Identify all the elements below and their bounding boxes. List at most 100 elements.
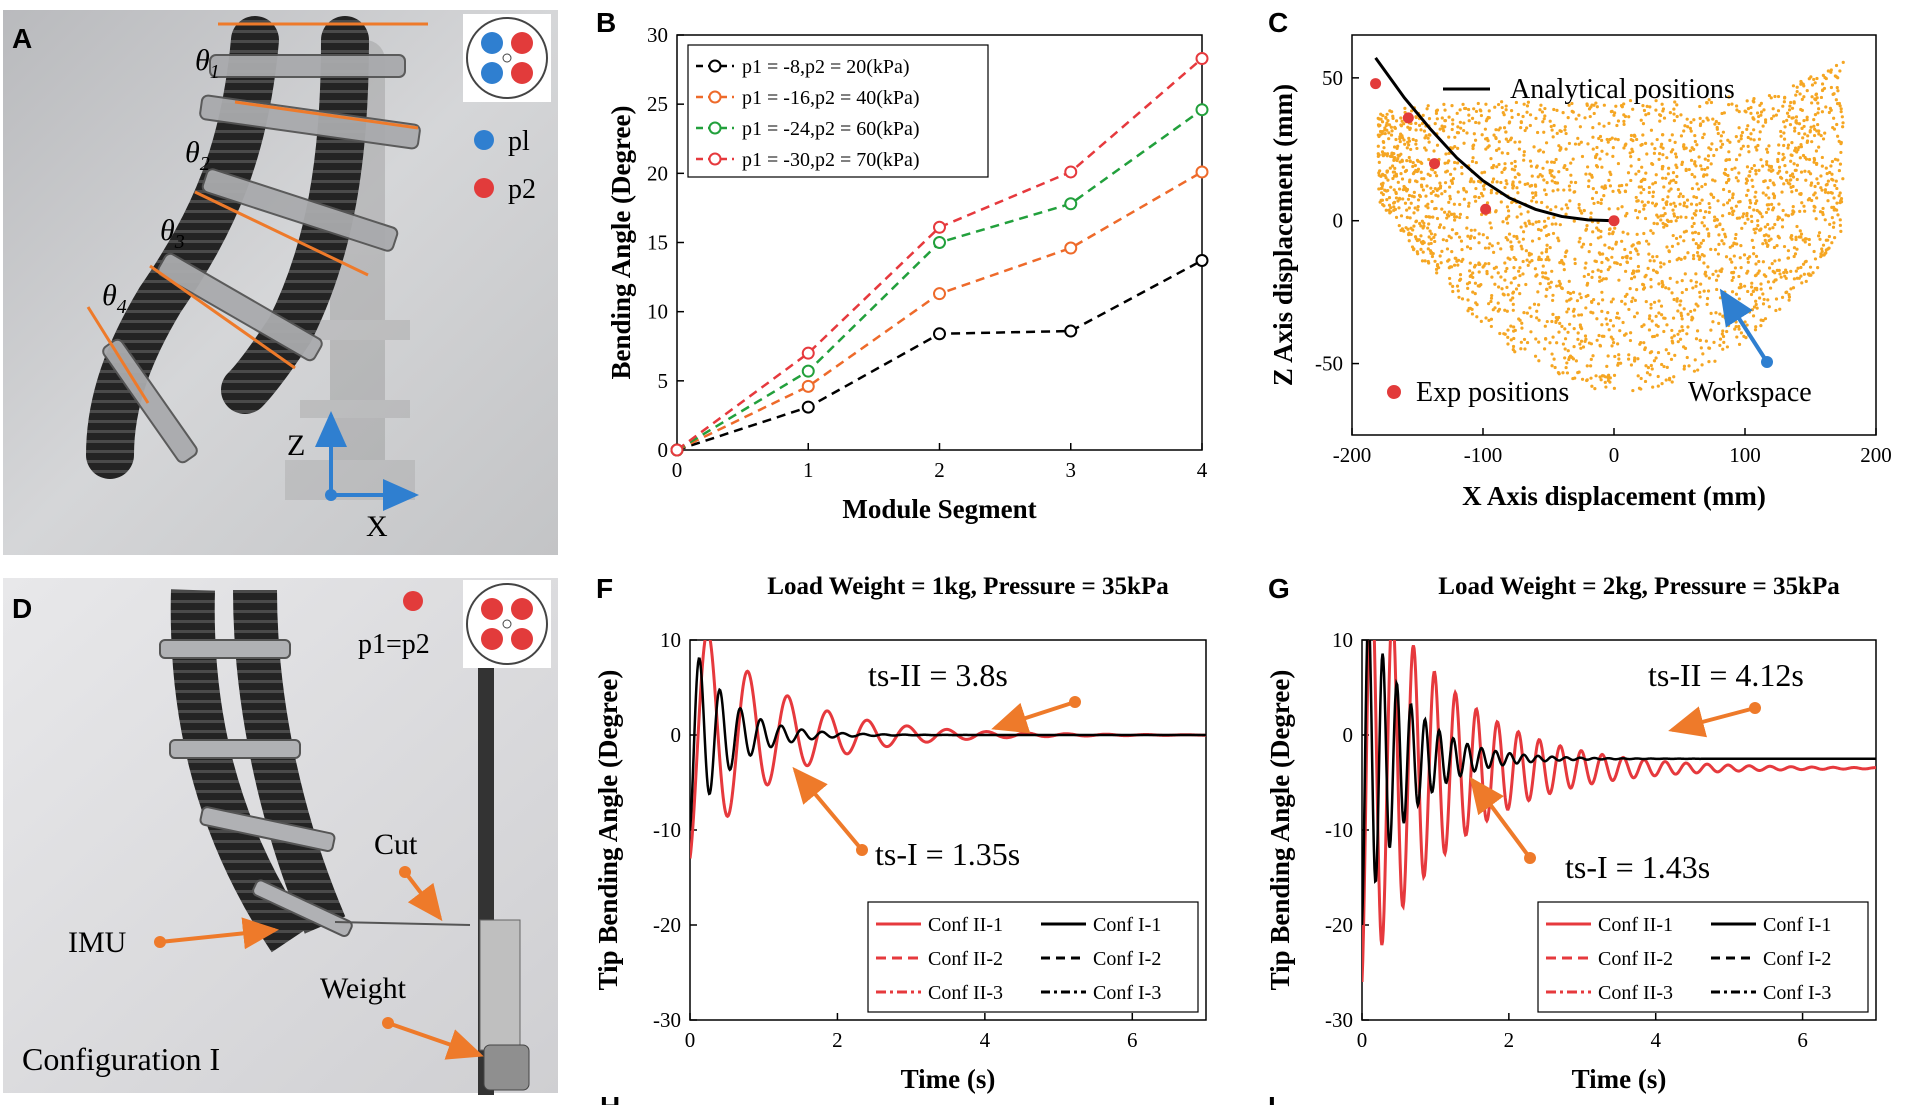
workspace-point (1617, 278, 1621, 282)
workspace-point (1619, 104, 1624, 108)
workspace-point (1759, 110, 1764, 114)
workspace-point (1520, 247, 1524, 251)
workspace-point (1434, 111, 1439, 116)
workspace-point (1455, 111, 1459, 115)
workspace-point (1795, 89, 1799, 94)
workspace-point (1385, 112, 1389, 116)
workspace-point (1628, 250, 1633, 255)
workspace-point (1812, 77, 1816, 82)
workspace-point (1419, 183, 1424, 187)
workspace-point (1524, 249, 1528, 253)
workspace-point (1438, 181, 1442, 185)
workspace-point (1798, 229, 1802, 233)
workspace-point (1551, 189, 1555, 193)
workspace-point (1620, 299, 1624, 303)
workspace-point (1536, 290, 1540, 294)
workspace-point (1456, 289, 1460, 293)
workspace-point (1679, 215, 1683, 219)
workspace-point (1751, 99, 1755, 103)
workspace-point (1603, 184, 1607, 188)
workspace-point (1749, 214, 1754, 218)
workspace-point (1680, 162, 1684, 167)
workspace-point (1545, 247, 1549, 251)
workspace-point (1402, 122, 1406, 126)
workspace-point (1510, 167, 1514, 171)
workspace-point (1789, 287, 1793, 291)
workspace-point (1596, 228, 1601, 232)
workspace-point (1662, 225, 1666, 229)
workspace-point (1773, 222, 1777, 227)
workspace-point (1554, 222, 1558, 226)
workspace-point (1759, 158, 1763, 162)
workspace-point (1750, 238, 1754, 242)
workspace-point (1607, 246, 1611, 250)
z-axis-label: Z (287, 429, 305, 462)
workspace-point (1622, 122, 1626, 127)
workspace-point (1642, 187, 1646, 192)
workspace-point (1402, 138, 1406, 142)
workspace-point (1577, 142, 1581, 146)
workspace-point (1569, 297, 1573, 301)
workspace-point (1693, 175, 1697, 179)
workspace-point (1670, 291, 1674, 295)
workspace-point (1763, 179, 1767, 183)
workspace-point (1509, 298, 1513, 302)
workspace-point (1499, 247, 1503, 251)
workspace-point (1646, 200, 1650, 204)
theta-2-label: θ2 (185, 136, 210, 175)
workspace-point (1559, 129, 1563, 133)
chart-b-xtick-label: 0 (672, 458, 683, 482)
workspace-point (1520, 326, 1524, 330)
workspace-point (1838, 191, 1842, 195)
workspace-point (1747, 255, 1752, 259)
workspace-point (1532, 145, 1536, 149)
workspace-point (1678, 303, 1682, 307)
workspace-point (1509, 324, 1513, 328)
workspace-point (1623, 189, 1627, 193)
panel-a-bent-robot (86, 16, 421, 479)
workspace-point (1376, 144, 1380, 148)
workspace-point (1690, 186, 1695, 191)
workspace-point (1577, 313, 1581, 317)
workspace-point (1682, 307, 1686, 311)
workspace-point (1435, 117, 1439, 121)
workspace-point (1498, 331, 1502, 336)
workspace-point (1489, 191, 1493, 195)
workspace-point (1391, 176, 1395, 181)
workspace-point (1577, 370, 1581, 374)
workspace-point (1629, 137, 1633, 142)
workspace-point (1651, 231, 1655, 235)
workspace-point (1429, 232, 1434, 236)
chart-b-legend-marker (708, 121, 722, 135)
workspace-point (1774, 297, 1779, 301)
chart-b-point (1195, 253, 1209, 267)
workspace-point (1682, 129, 1686, 133)
workspace-point (1643, 177, 1647, 182)
workspace-point (1699, 164, 1703, 168)
workspace-point (1380, 150, 1385, 154)
workspace-point (1795, 121, 1799, 125)
workspace-point (1809, 125, 1813, 129)
workspace-point (1739, 137, 1743, 141)
workspace-point (1675, 258, 1679, 262)
workspace-point (1545, 205, 1549, 209)
workspace-point (1649, 277, 1653, 282)
panel-f-ts2-arrow (991, 700, 1076, 734)
workspace-point (1602, 334, 1606, 338)
workspace-point (1486, 115, 1490, 120)
workspace-point (1481, 265, 1485, 269)
workspace-point (1591, 147, 1595, 151)
workspace-point (1814, 162, 1819, 166)
workspace-point (1543, 276, 1548, 280)
workspace-point (1746, 260, 1750, 264)
workspace-point (1464, 190, 1469, 194)
workspace-point (1435, 271, 1439, 275)
workspace-point (1694, 280, 1699, 284)
chart-g-conf-1-line (1362, 640, 1876, 926)
workspace-point (1730, 102, 1734, 106)
workspace-point (1812, 133, 1817, 138)
workspace-point (1797, 122, 1802, 126)
workspace-point (1595, 105, 1599, 109)
workspace-point (1673, 204, 1678, 208)
workspace-point (1671, 171, 1676, 175)
